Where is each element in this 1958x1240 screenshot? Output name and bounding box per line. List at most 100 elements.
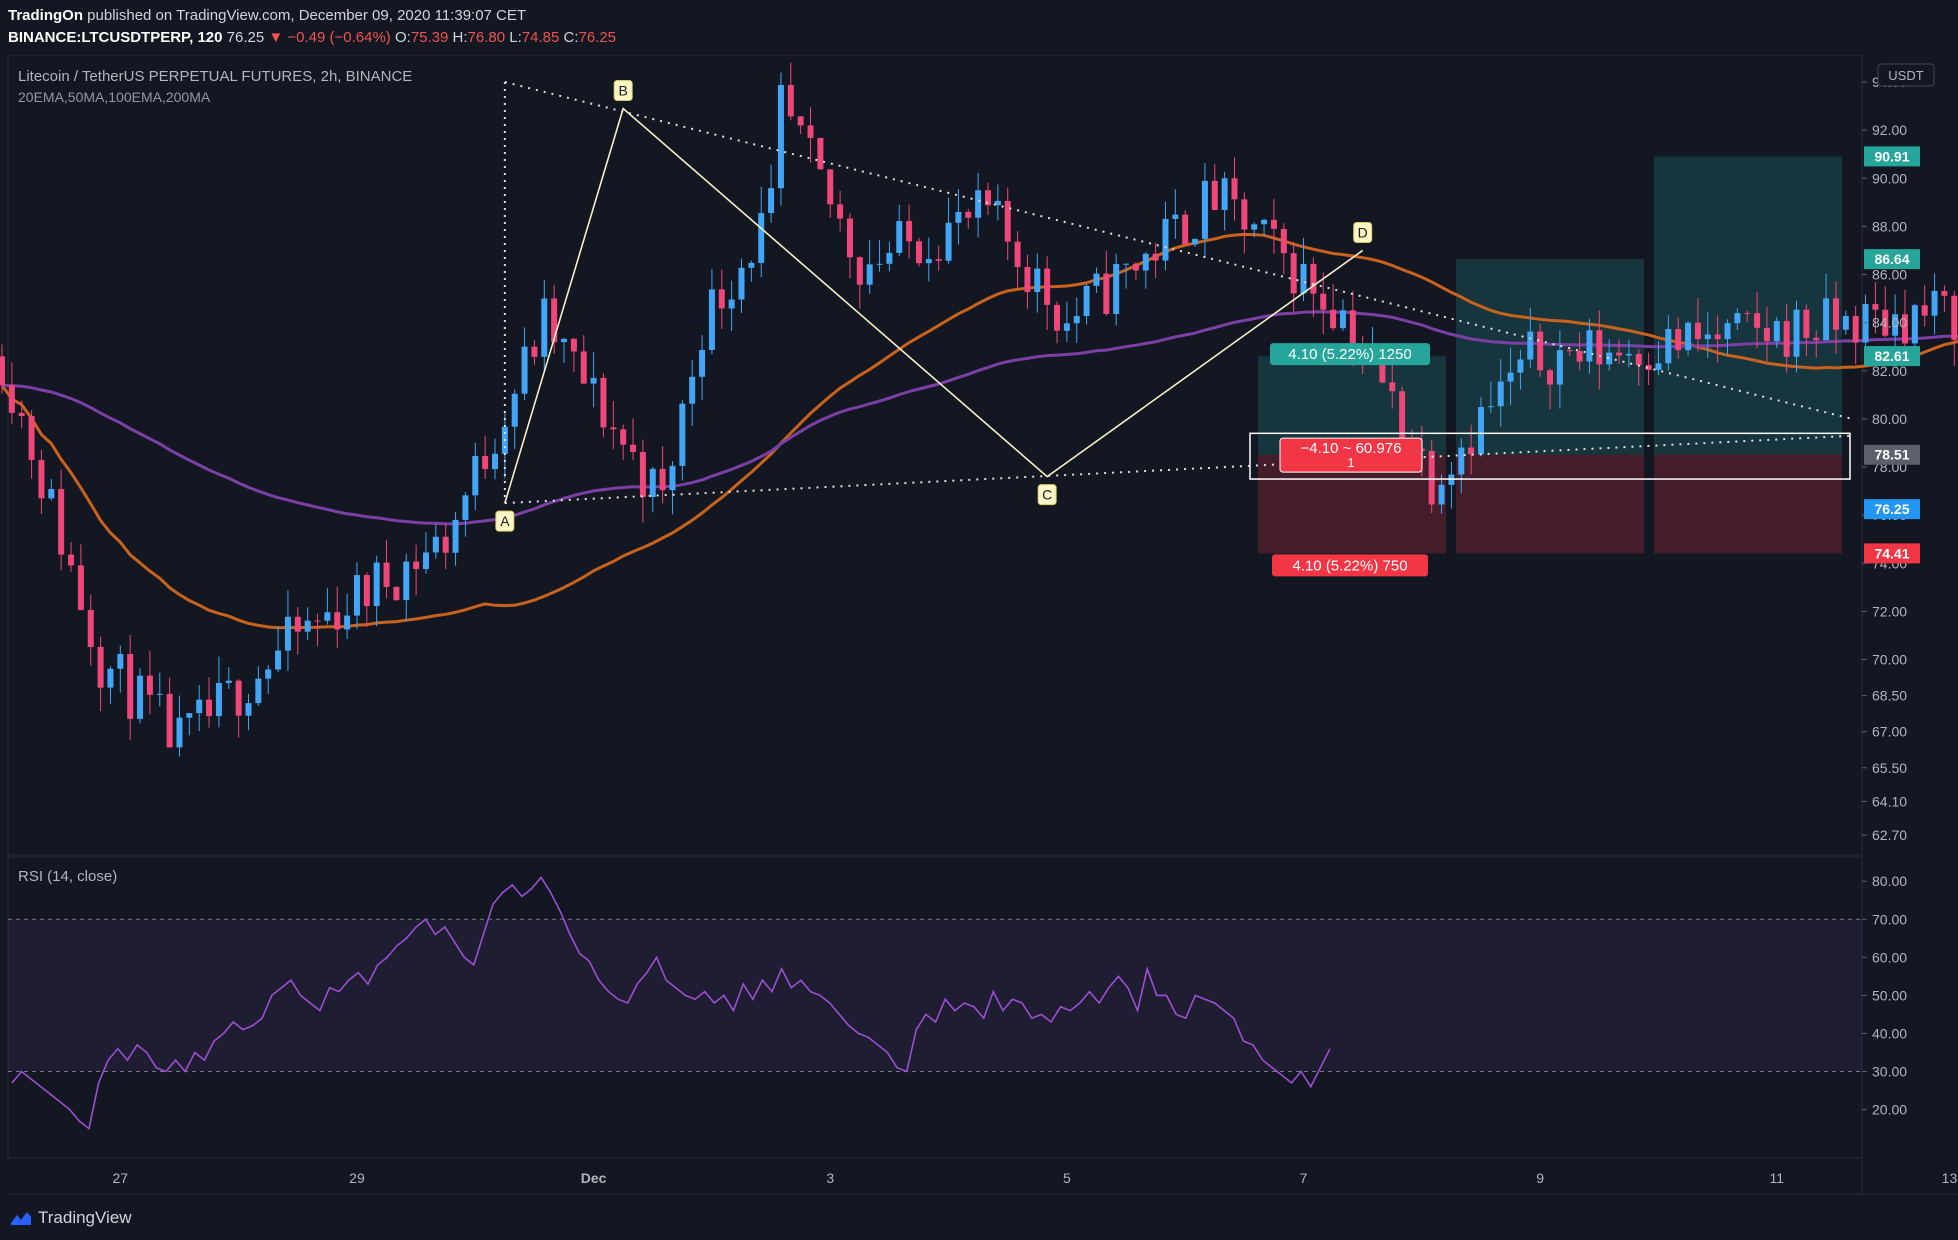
pattern-point-badge[interactable] xyxy=(613,79,633,101)
candle-body xyxy=(620,429,627,445)
candle-body xyxy=(856,257,863,285)
candle-body xyxy=(1596,330,1603,365)
currency-badge[interactable] xyxy=(1877,63,1935,87)
candle-body xyxy=(1487,406,1494,408)
candle-body xyxy=(1892,314,1899,336)
candle-body xyxy=(797,116,804,126)
candle-body xyxy=(1497,381,1504,407)
candle-body xyxy=(748,262,755,268)
candle-body xyxy=(1458,447,1465,475)
price-axis-marker xyxy=(1864,146,1920,167)
candle-body xyxy=(1704,334,1711,340)
candle-body xyxy=(18,412,25,416)
candle-body xyxy=(718,289,725,309)
candle-body xyxy=(639,451,646,498)
candle-body xyxy=(866,264,873,285)
candle-body xyxy=(1586,330,1593,362)
candle-body xyxy=(0,356,5,386)
target-zone[interactable] xyxy=(1654,156,1842,455)
rsi-tick-label: 70.00 xyxy=(1872,911,1907,927)
tradingview-brand[interactable]: TradingView xyxy=(10,1208,132,1228)
price-axis-marker-label: 82.61 xyxy=(1874,348,1909,364)
candle-body xyxy=(846,218,853,258)
rsi-line xyxy=(11,876,1331,1131)
candle-body xyxy=(186,713,193,718)
price-axis-marker xyxy=(1864,346,1920,367)
candle-body xyxy=(48,489,55,499)
candle-body xyxy=(206,699,213,717)
candle-body xyxy=(324,612,331,621)
candle-body xyxy=(728,299,735,309)
publisher-name[interactable]: TradingOn xyxy=(8,7,83,24)
candle-body xyxy=(1645,365,1652,370)
pattern-point-label: C xyxy=(1042,487,1052,503)
candle-body xyxy=(1399,391,1406,443)
candle-body xyxy=(1478,407,1484,455)
target-zone[interactable] xyxy=(1456,259,1644,455)
published-info: published on TradingView.com, December 0… xyxy=(83,7,527,24)
price-tick-label: 80.00 xyxy=(1872,411,1907,427)
tradingview-label: TradingView xyxy=(38,1208,132,1227)
candle-body xyxy=(758,213,765,263)
candle-body xyxy=(1931,290,1938,316)
candle-body xyxy=(1862,304,1869,343)
candle-body xyxy=(1172,214,1179,219)
target-label-box xyxy=(1270,343,1430,366)
candle-body xyxy=(1103,273,1110,314)
candle-body xyxy=(107,668,114,688)
pattern-point-badge[interactable] xyxy=(1353,221,1373,243)
candle-body xyxy=(1724,323,1731,340)
candle-body xyxy=(827,169,834,205)
symbol-label[interactable]: BINANCE:LTCUSDTPERP, 120 xyxy=(8,29,223,46)
price-axis-marker-label: 90.91 xyxy=(1874,148,1909,164)
price-tick-label: 67.00 xyxy=(1872,724,1907,740)
candle-body xyxy=(985,190,991,206)
candle-body xyxy=(817,137,824,170)
open-label: O: xyxy=(394,29,411,46)
candle-body xyxy=(1270,219,1277,229)
position-label-line2: 1 xyxy=(1347,455,1354,470)
candle-body xyxy=(176,717,183,748)
pattern-point-badge[interactable] xyxy=(1037,484,1057,506)
chart-canvas[interactable]: A B C D 4.10 (5.22%) 1250 4.10 (5.22%) 750 −4… xyxy=(0,55,1958,1198)
pattern-point-badge[interactable] xyxy=(495,510,515,532)
candle-body xyxy=(1221,178,1228,211)
stop-zone[interactable] xyxy=(1456,454,1644,554)
candle-body xyxy=(1349,310,1356,352)
candle-body xyxy=(28,415,35,460)
candle-body xyxy=(68,554,75,566)
candle-body xyxy=(600,377,607,428)
candle-body xyxy=(1941,290,1948,296)
time-tick-label: 9 xyxy=(1536,1170,1544,1186)
entry-range-box[interactable] xyxy=(1249,432,1851,480)
candle-body xyxy=(649,468,656,498)
candle-body xyxy=(1379,352,1386,383)
candle-body xyxy=(1823,298,1830,341)
candle-body xyxy=(1142,253,1149,271)
price-tick-label: 65.50 xyxy=(1872,760,1907,776)
position-label-box xyxy=(1279,437,1423,473)
candle-body xyxy=(58,489,65,555)
candle-body xyxy=(452,519,459,553)
price-tick-label: 72.00 xyxy=(1872,603,1907,619)
price-axis-marker-label: 74.41 xyxy=(1874,545,1909,561)
price-tick-label: 92.00 xyxy=(1872,122,1907,138)
high-label: H: xyxy=(452,29,468,46)
candle-body xyxy=(1556,350,1563,385)
candle-body xyxy=(422,552,429,570)
candle-body xyxy=(1616,352,1623,356)
candle-body xyxy=(1330,309,1337,329)
stop-zone[interactable] xyxy=(1654,454,1842,554)
candle-body xyxy=(531,346,538,357)
low-label: L: xyxy=(509,29,522,46)
candle-body xyxy=(1793,309,1800,357)
candle-body xyxy=(1113,264,1120,314)
candle-body xyxy=(561,338,568,343)
candle-body xyxy=(1507,372,1514,382)
candle-body xyxy=(255,678,262,704)
target-label-text: 4.10 (5.22%) 1250 xyxy=(1288,346,1411,363)
candle-body xyxy=(610,427,617,430)
candle-body xyxy=(807,125,814,138)
price-tick-label: 86.00 xyxy=(1872,267,1907,283)
candle-body xyxy=(403,561,410,601)
